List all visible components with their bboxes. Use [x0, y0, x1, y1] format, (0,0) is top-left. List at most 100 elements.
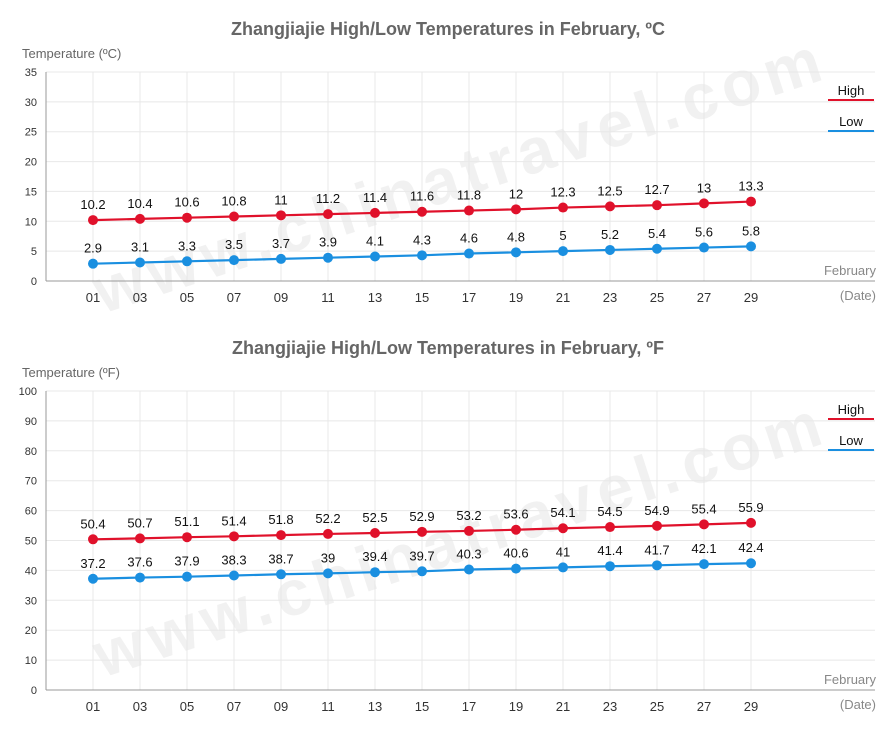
x-tick-label: 05	[180, 290, 194, 305]
data-label-low: 39.7	[409, 548, 434, 563]
data-label-high: 12	[509, 186, 523, 201]
data-label-high: 11.8	[457, 188, 481, 203]
data-label-high: 50.7	[127, 515, 152, 530]
y-tick-label: 10	[25, 216, 37, 228]
data-label-low: 4.3	[413, 232, 431, 247]
data-point-low	[229, 570, 239, 581]
data-label-high: 13.3	[738, 179, 763, 194]
data-point-low	[558, 246, 568, 257]
data-point-high	[229, 211, 239, 222]
x-tick-label: 25	[650, 290, 664, 305]
chart-title: Zhangjiajie High/Low Temperatures in Feb…	[232, 338, 664, 358]
x-tick-label: 25	[650, 699, 664, 714]
x-tick-label: 05	[180, 699, 194, 714]
y-tick-label: 5	[31, 246, 37, 258]
data-label-low: 5	[559, 228, 566, 243]
data-label-high: 11.4	[363, 190, 387, 205]
data-label-high: 53.2	[456, 508, 481, 523]
data-label-high: 11.6	[410, 189, 434, 204]
data-label-low: 3.3	[178, 238, 196, 253]
watermark: www.chinatravel.com	[84, 22, 836, 328]
x-tick-label: 11	[321, 699, 335, 714]
data-point-low	[323, 252, 333, 263]
data-point-high	[511, 524, 521, 535]
data-point-high	[182, 212, 192, 223]
data-point-low	[88, 258, 98, 269]
y-tick-label: 0	[31, 276, 37, 288]
data-label-low: 4.1	[366, 234, 384, 249]
x-tick-label: 07	[227, 699, 241, 714]
data-point-high	[370, 207, 380, 218]
data-point-high	[746, 196, 756, 207]
data-label-low: 42.4	[738, 540, 763, 555]
data-label-high: 10.8	[221, 194, 246, 209]
data-label-low: 37.9	[174, 554, 199, 569]
data-label-high: 52.5	[362, 510, 387, 525]
x-tick-label: 13	[368, 290, 382, 305]
data-point-low	[746, 241, 756, 252]
data-point-high	[464, 525, 474, 536]
legend-label-high: High	[838, 402, 865, 417]
data-label-high: 54.1	[550, 505, 575, 520]
x-tick-label: 03	[133, 290, 147, 305]
data-point-high	[558, 523, 568, 534]
data-point-low	[276, 253, 286, 264]
data-point-high	[229, 531, 239, 542]
data-point-high	[605, 522, 615, 533]
x-tick-label: 27	[697, 290, 711, 305]
data-point-high	[699, 519, 709, 530]
x-axis-sublabel: (Date)	[840, 697, 876, 712]
data-label-low: 5.8	[742, 223, 760, 238]
data-point-high	[558, 202, 568, 213]
data-point-low	[605, 244, 615, 255]
data-point-low	[182, 571, 192, 582]
y-axis-label: Temperature (ºF)	[22, 365, 120, 380]
data-label-high: 51.4	[221, 513, 246, 528]
data-label-low: 40.3	[456, 547, 481, 562]
data-label-high: 10.4	[127, 196, 152, 211]
data-label-low: 38.7	[268, 551, 293, 566]
data-point-low	[511, 563, 521, 574]
y-tick-label: 90	[25, 416, 37, 428]
y-tick-label: 35	[25, 67, 37, 79]
data-label-low: 4.8	[507, 229, 525, 244]
data-label-high: 51.1	[174, 514, 199, 529]
y-tick-label: 80	[25, 446, 37, 458]
data-label-low: 5.6	[695, 225, 713, 240]
legend-label-low: Low	[839, 114, 863, 129]
data-point-low	[417, 250, 427, 261]
x-tick-label: 15	[415, 699, 429, 714]
data-label-high: 55.4	[691, 501, 716, 516]
data-label-high: 51.8	[268, 512, 293, 527]
data-label-low: 39	[321, 550, 335, 565]
y-tick-label: 60	[25, 506, 37, 518]
data-point-high	[276, 210, 286, 221]
data-label-high: 11.2	[316, 191, 340, 206]
data-point-low	[464, 248, 474, 259]
data-label-low: 3.1	[131, 239, 149, 254]
y-tick-label: 50	[25, 536, 37, 548]
data-point-high	[88, 534, 98, 545]
y-tick-label: 30	[25, 97, 37, 109]
data-label-high: 50.4	[80, 516, 105, 531]
data-label-high: 10.2	[80, 197, 105, 212]
data-point-high	[511, 204, 521, 215]
legend-label-low: Low	[839, 433, 863, 448]
data-point-high	[699, 198, 709, 209]
y-tick-label: 25	[25, 127, 37, 139]
y-tick-label: 100	[19, 386, 37, 398]
data-label-low: 37.6	[127, 555, 152, 570]
x-tick-label: 21	[556, 699, 570, 714]
data-point-low	[652, 243, 662, 254]
legend-label-high: High	[838, 83, 865, 98]
data-label-low: 41.4	[597, 543, 622, 558]
x-tick-label: 15	[415, 290, 429, 305]
data-point-low	[699, 559, 709, 570]
x-tick-label: 19	[509, 699, 523, 714]
data-point-low	[511, 247, 521, 258]
y-tick-label: 70	[25, 476, 37, 488]
data-label-low: 4.6	[460, 231, 478, 246]
data-label-high: 12.3	[550, 185, 575, 200]
data-label-high: 54.5	[597, 504, 622, 519]
data-label-high: 11	[274, 192, 288, 207]
